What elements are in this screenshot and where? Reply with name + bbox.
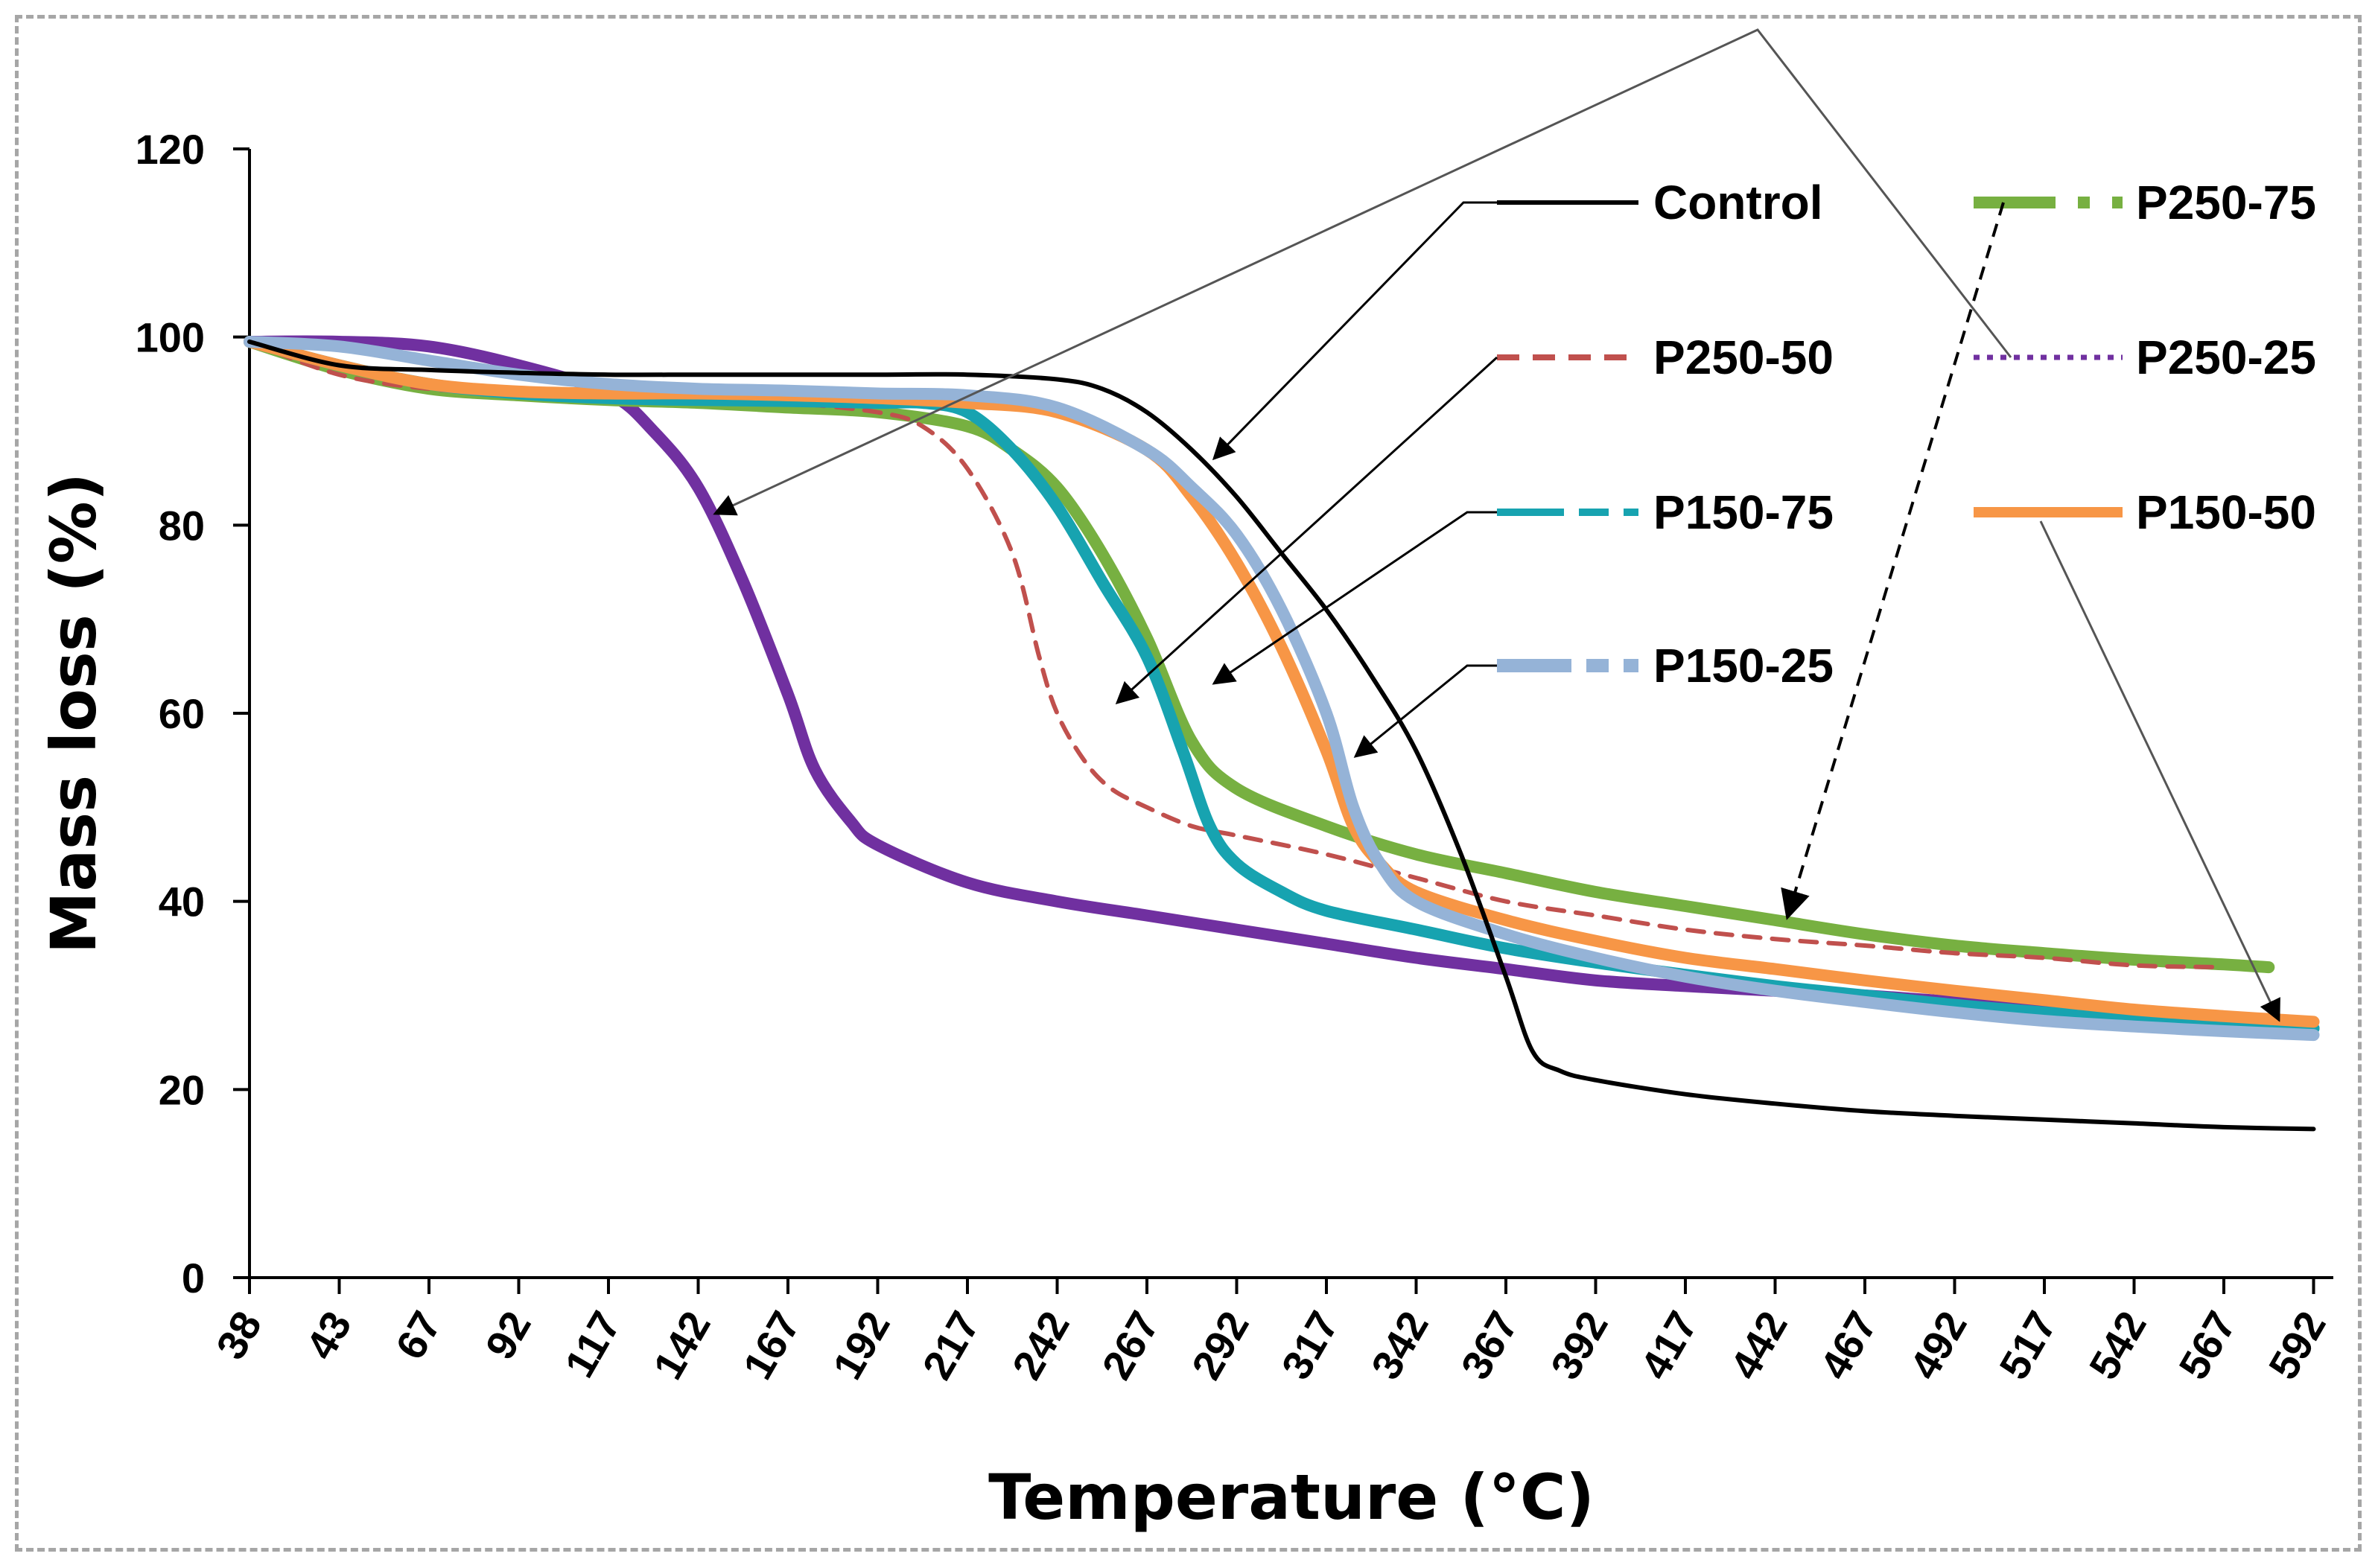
x-tick-label: 467 [1810, 1304, 1886, 1387]
x-tick-label: 517 [1990, 1304, 2065, 1387]
x-tick-label: 92 [476, 1304, 540, 1367]
x-tick-label: 67 [387, 1304, 451, 1367]
series-line-p250-25 [244, 335, 2320, 1035]
series-line-p150-75 [244, 336, 2320, 1035]
y-tick-label: 100 [136, 314, 205, 361]
x-tick-label: 192 [824, 1304, 899, 1387]
x-tick-label: 392 [1542, 1304, 1617, 1387]
y-tick-label: 120 [136, 126, 205, 173]
y-tick-label: 20 [159, 1066, 205, 1113]
series-layer [244, 335, 2320, 1132]
x-tick-label: 342 [1362, 1304, 1437, 1387]
arrow-p150-50 [2039, 520, 2280, 1022]
legend-label-p250-50: P250-50 [1653, 331, 1834, 384]
arrow-control [1212, 201, 1497, 461]
y-tick-label: 0 [182, 1255, 205, 1301]
x-tick-label: 367 [1452, 1304, 1527, 1387]
x-tick-label: 167 [734, 1304, 809, 1387]
legend-label-p150-50: P150-50 [2136, 485, 2316, 539]
legend-label-p250-75: P250-75 [2136, 176, 2316, 229]
legend-label-p250-25: P250-25 [2136, 331, 2316, 384]
y-tick-label: 60 [159, 690, 205, 737]
x-tick-label: 542 [2080, 1304, 2155, 1387]
y-tick-label: 80 [159, 502, 205, 549]
arrow-p150-25 [1353, 664, 1497, 758]
x-tick-label: 142 [644, 1304, 719, 1387]
arrow-p150-75 [1212, 511, 1497, 685]
x-tick-label: 242 [1003, 1304, 1078, 1387]
legend-label-p150-25: P150-25 [1653, 639, 1834, 692]
x-tick-label: 217 [913, 1304, 988, 1387]
y-axis-ticks: 0 20 40 60 80 100 120 [136, 126, 249, 1301]
arrow-p250-75 [1781, 202, 2005, 920]
annotation-arrows [713, 28, 2280, 1022]
arrow-p250-50 [1115, 356, 1498, 705]
x-tick-label: 442 [1721, 1304, 1796, 1387]
series-line-p150-50 [244, 336, 2320, 1028]
x-tick-label: 117 [556, 1304, 630, 1386]
legend: Control P250-50 P150-75 P150-25 P250-75 … [1497, 176, 2316, 692]
y-axis-title: Mass loss (%) [37, 473, 110, 954]
x-tick-label: 417 [1631, 1304, 1706, 1387]
x-tick-label: 492 [1901, 1304, 1976, 1387]
x-axis-title: Temperature (°C) [988, 1461, 1595, 1534]
x-tick-label: 267 [1093, 1304, 1168, 1387]
arrow-p250-25 [713, 28, 2012, 516]
y-tick-label: 40 [159, 879, 205, 925]
x-tick-label: 292 [1183, 1304, 1258, 1387]
figure-frame [15, 15, 2362, 1552]
x-tick-label: 592 [2260, 1304, 2335, 1387]
x-tick-label: 567 [2169, 1304, 2245, 1387]
x-tick-label: 38 [207, 1304, 271, 1367]
legend-label-control: Control [1653, 176, 1823, 229]
x-tick-label: 317 [1272, 1304, 1347, 1387]
x-tick-label: 43 [296, 1304, 360, 1367]
legend-label-p150-75: P150-75 [1653, 485, 1834, 539]
series-line-control [247, 340, 2316, 1132]
series-line-p150-25 [244, 336, 2320, 1042]
x-axis-ticks: 38 43 67 92 117 142 167 192 217 242 267 292 317 342 36… [207, 1278, 2335, 1387]
